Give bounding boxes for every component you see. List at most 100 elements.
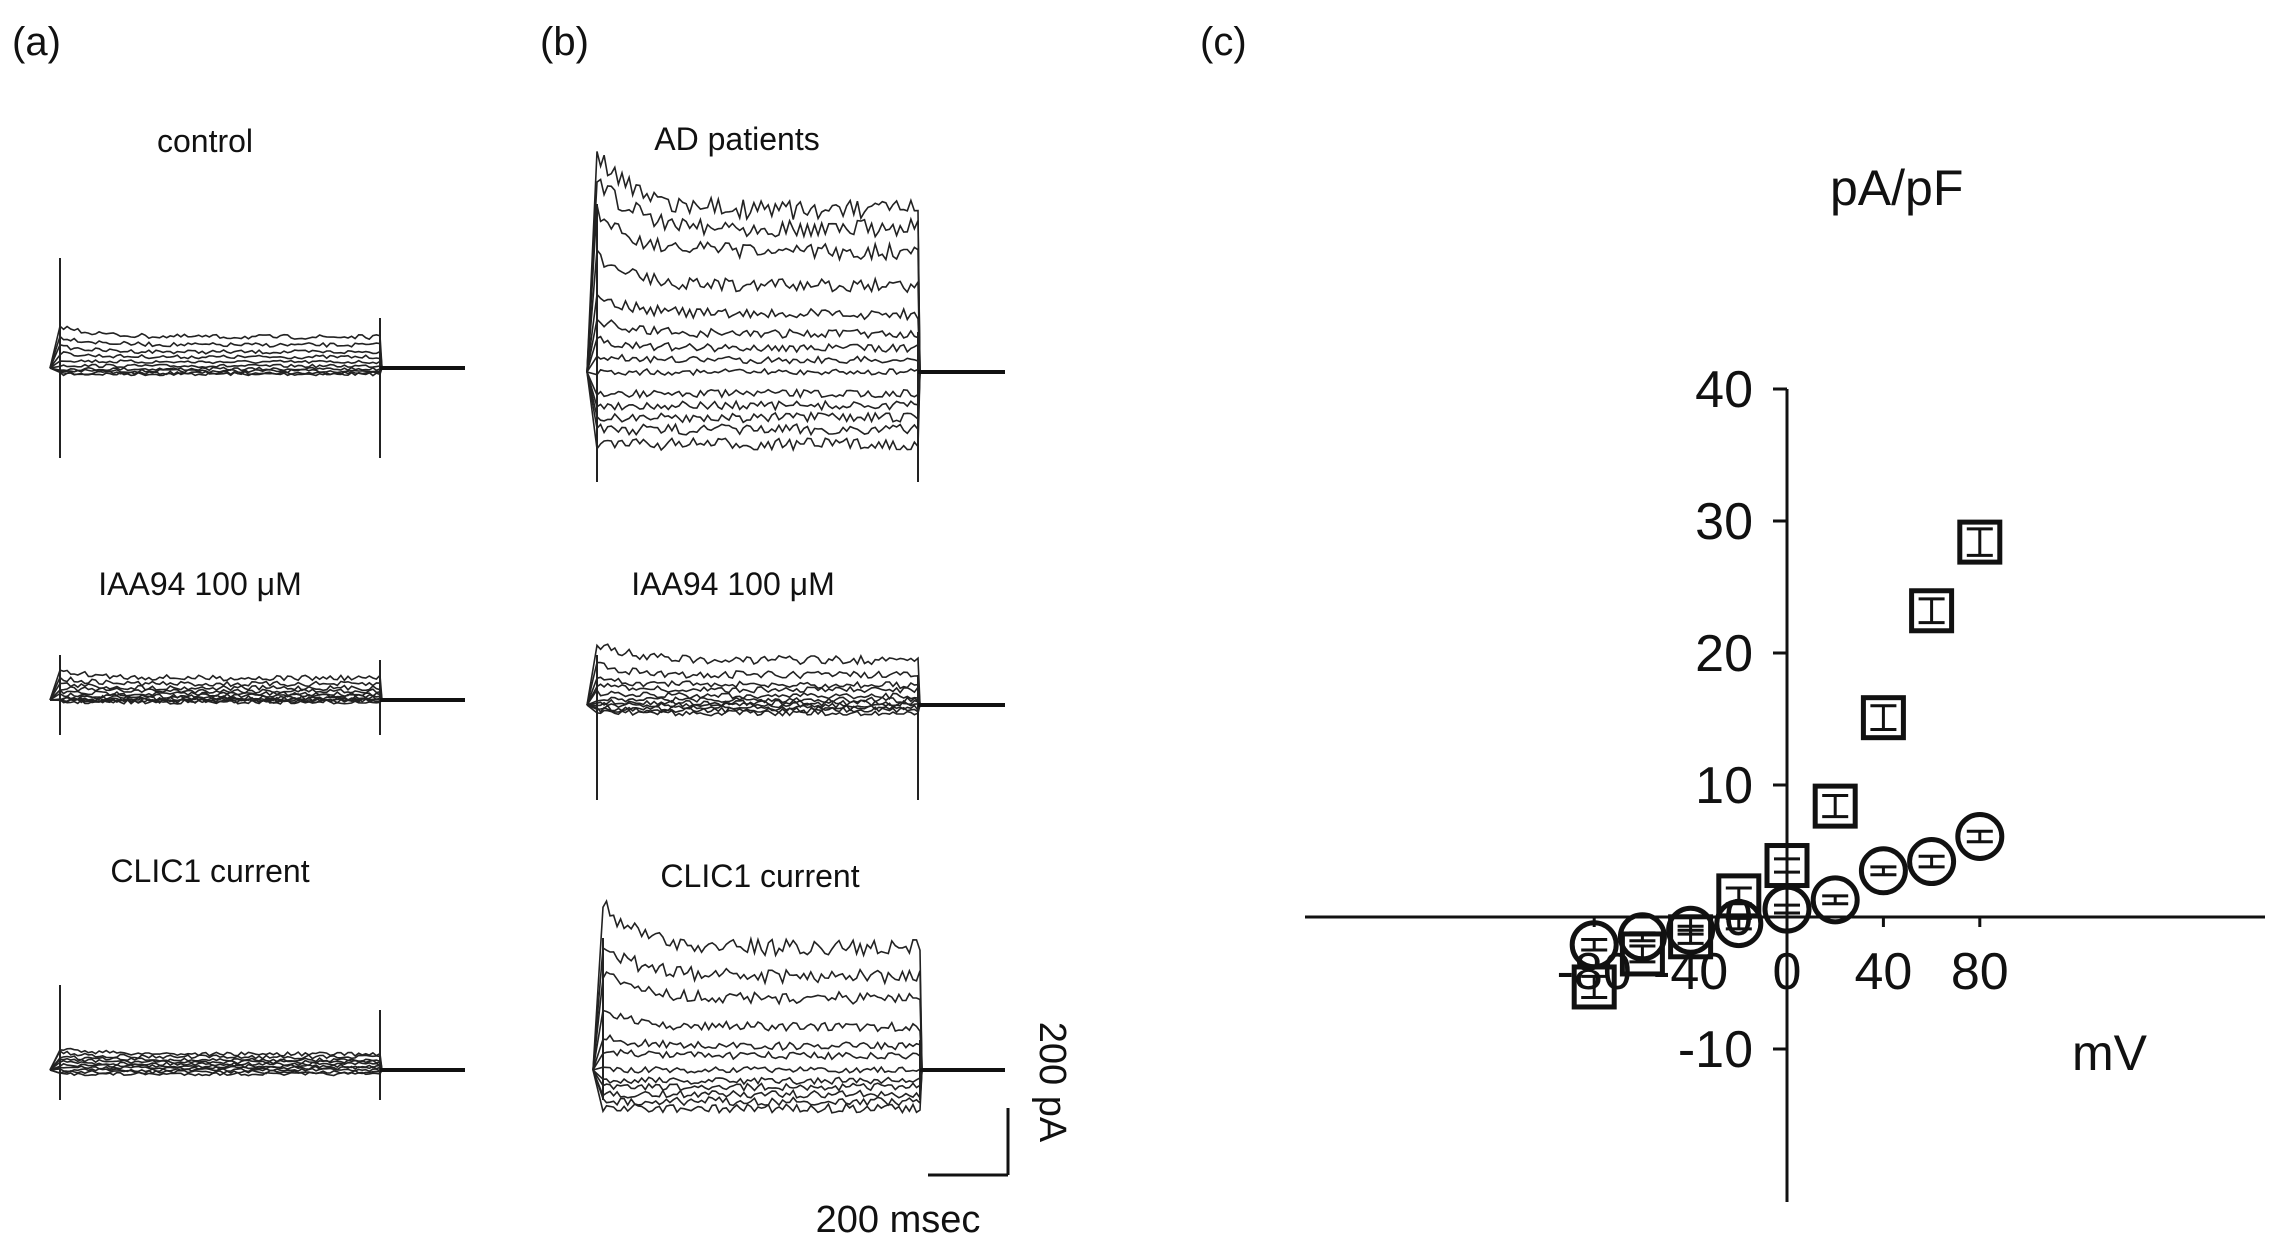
a-iaa94-trace <box>49 695 465 703</box>
a-clic1-trace <box>49 1062 465 1071</box>
b-ad-trace <box>586 292 1005 373</box>
b-clic1-trace <box>592 1065 1005 1074</box>
chart-points <box>1569 519 2005 1010</box>
data-point-square <box>1716 873 1762 919</box>
a-iaa94-trace <box>49 676 465 701</box>
data-point-circle <box>1714 899 1764 949</box>
data-point-square <box>1909 588 1955 634</box>
a-iaa94-trace <box>49 688 465 701</box>
a-clic1-trace <box>49 1047 465 1071</box>
a-control-trace <box>49 351 465 369</box>
b-ad-trace <box>586 317 1005 373</box>
y-tick-label: -10 <box>1678 1021 1753 1079</box>
x-tick-label: 40 <box>1854 943 1912 1001</box>
panel-label-b: (b) <box>540 20 589 64</box>
b-iaa94-trace <box>586 704 1005 714</box>
trace-title-a-control: control <box>157 123 253 159</box>
a-iaa94-trace <box>49 669 465 701</box>
a-clic1-trace <box>49 1069 465 1075</box>
b-ad-trace <box>586 371 1005 437</box>
b-ad-trace <box>586 335 1005 373</box>
data-point-circle <box>1907 837 1957 887</box>
b-iaa94-trace <box>586 704 1005 717</box>
current-traces-a-iaa94 <box>49 655 465 735</box>
b-clic1-trace <box>592 971 1005 1071</box>
data-point-square <box>1812 783 1858 829</box>
data-point-circle <box>1569 920 1619 970</box>
b-ad-trace <box>586 367 1005 377</box>
scale-bar-current-label: 200 pA <box>1031 1022 1073 1143</box>
a-control-trace <box>49 367 465 376</box>
data-point-circle <box>1955 811 2005 861</box>
b-ad-trace <box>586 353 1005 373</box>
b-ad-trace <box>586 371 1005 412</box>
data-point-circle <box>1858 846 1908 896</box>
b-ad-trace <box>586 371 1005 452</box>
a-control-trace <box>49 324 465 369</box>
data-point-circle <box>1762 884 1812 934</box>
b-clic1-trace <box>592 898 1005 1071</box>
b-clic1-trace <box>592 1009 1005 1071</box>
data-point-circle <box>1810 875 1860 925</box>
x-tick-label: 0 <box>1773 943 1802 1001</box>
a-clic1-trace <box>49 1069 465 1077</box>
b-iaa94-trace <box>586 696 1005 706</box>
x-axis-label: mV <box>2072 1025 2148 1081</box>
b-clic1-trace <box>592 1069 1005 1086</box>
panel-label-c: (c) <box>1200 20 1247 64</box>
trace-title-b-clic1: CLIC1 current <box>660 858 859 894</box>
data-point-circle <box>1617 912 1667 962</box>
panel-label-a: (a) <box>12 20 61 64</box>
y-tick-label: 40 <box>1695 361 1753 419</box>
b-iaa94-trace <box>586 682 1005 706</box>
b-ad-trace <box>586 247 1005 373</box>
b-clic1-trace <box>592 1048 1005 1071</box>
a-control-trace <box>49 359 465 369</box>
trace-title-a-clic1: CLIC1 current <box>110 853 309 889</box>
data-point-circle <box>1666 905 1716 955</box>
current-traces-b-ad <box>586 151 1005 482</box>
b-iaa94-trace <box>586 643 1005 706</box>
a-control-trace <box>49 334 465 369</box>
y-axis-label: pA/pF <box>1830 160 1963 216</box>
b-ad-trace <box>586 204 1005 373</box>
current-traces-b-iaa94 <box>586 643 1005 800</box>
y-tick-label: 20 <box>1695 625 1753 683</box>
b-ad-trace <box>586 178 1005 373</box>
trace-title-a-iaa94: IAA94 100 μM <box>98 566 301 602</box>
b-ad-trace <box>586 371 1005 424</box>
b-ad-trace <box>586 371 1005 400</box>
b-iaa94-trace <box>586 701 1005 709</box>
b-clic1-trace <box>592 946 1005 1071</box>
y-tick-label: 30 <box>1695 493 1753 551</box>
a-iaa94-trace <box>49 685 465 701</box>
scale-bar-time-label: 200 msec <box>816 1199 981 1241</box>
a-clic1-trace <box>49 1055 465 1071</box>
a-control-trace <box>49 367 465 374</box>
b-ad-trace <box>586 151 1005 373</box>
b-iaa94-trace <box>586 698 1005 707</box>
b-iaa94-trace <box>586 676 1005 706</box>
a-clic1-trace <box>49 1065 465 1071</box>
scale-bar: 200 pA 200 msec <box>816 1022 1073 1241</box>
b-clic1-trace <box>592 1069 1005 1093</box>
a-clic1-trace <box>49 1059 465 1071</box>
trace-title-b-iaa94: IAA94 100 μM <box>631 566 834 602</box>
x-tick-label: 80 <box>1951 943 2009 1001</box>
data-point-square <box>1860 695 1906 741</box>
b-clic1-trace <box>592 1069 1005 1101</box>
b-clic1-trace <box>592 1069 1005 1115</box>
a-control-trace <box>49 363 465 369</box>
current-traces-b-clic1 <box>592 898 1005 1115</box>
current-traces-a-control <box>49 258 465 458</box>
b-clic1-trace <box>592 1069 1005 1107</box>
b-clic1-trace <box>592 1034 1005 1071</box>
a-iaa94-trace <box>49 682 465 701</box>
current-traces-a-clic1 <box>49 985 465 1100</box>
b-iaa94-trace <box>586 661 1005 706</box>
trace-title-b-ad: AD patients <box>654 121 819 157</box>
y-tick-label: 10 <box>1695 757 1753 815</box>
